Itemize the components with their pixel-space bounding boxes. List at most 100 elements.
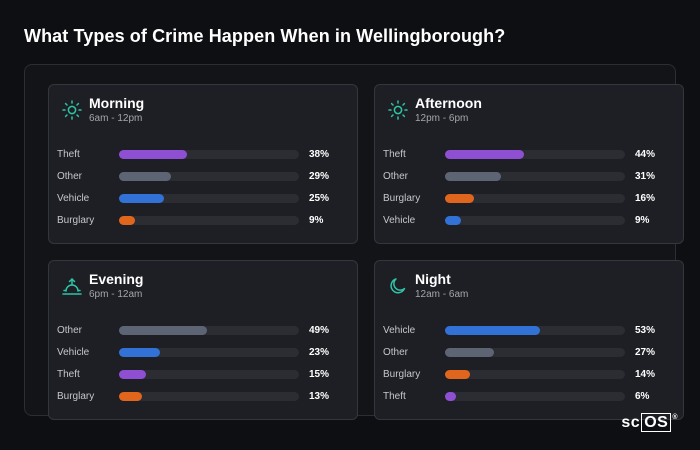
bar-value: 29%	[309, 171, 330, 182]
bar-value: 14%	[635, 369, 656, 380]
bar-label: Theft	[383, 391, 406, 402]
panel-title: Night	[415, 271, 451, 287]
panel-time-range: 12am - 6am	[415, 289, 469, 300]
bar-fill	[119, 348, 160, 357]
bar-value: 49%	[309, 325, 330, 336]
moon-icon	[390, 278, 406, 294]
bar-track	[119, 172, 299, 181]
bar-fill	[119, 194, 164, 203]
bar-track	[119, 348, 299, 357]
bar-fill	[445, 326, 540, 335]
bar-track	[445, 150, 625, 159]
bar-fill	[119, 326, 207, 335]
panel-title: Evening	[89, 271, 144, 287]
bar-fill	[119, 392, 142, 401]
bar-fill	[445, 392, 456, 401]
bar-track	[445, 348, 625, 357]
bar-fill	[445, 194, 474, 203]
bar-row-other: Other 49%	[57, 323, 347, 345]
panel-title: Morning	[89, 95, 145, 111]
bar-row-vehicle: Vehicle 53%	[383, 323, 673, 345]
bar-label: Burglary	[57, 215, 95, 226]
bar-row-theft: Theft 44%	[383, 147, 673, 169]
bar-rows: Other 49% Vehicle 23% Theft 15% Burglary 13%	[57, 323, 347, 411]
bar-row-theft: Theft 6%	[383, 389, 673, 411]
panel-afternoon: Afternoon 12pm - 6pm Theft 44% Other 31% Bur…	[374, 84, 684, 244]
bar-track	[119, 216, 299, 225]
bar-value: 25%	[309, 193, 330, 204]
panel-morning: Morning 6am - 12pm Theft 38% Other 29% Vehic…	[48, 84, 358, 244]
bar-track	[119, 150, 299, 159]
bar-label: Vehicle	[57, 193, 90, 204]
bar-value: 44%	[635, 149, 656, 160]
bar-row-burglary: Burglary 14%	[383, 367, 673, 389]
bar-row-other: Other 27%	[383, 345, 673, 367]
bar-row-vehicle: Vehicle 25%	[57, 191, 347, 213]
bar-value: 6%	[635, 391, 650, 402]
bar-value: 9%	[635, 215, 650, 226]
bar-label: Vehicle	[383, 325, 416, 336]
bar-label: Other	[57, 325, 83, 336]
bar-label: Other	[383, 171, 409, 182]
panel-time-range: 6pm - 12am	[89, 289, 143, 300]
bar-track	[445, 194, 625, 203]
bar-label: Vehicle	[57, 347, 90, 358]
page-title: What Types of Crime Happen When in Welli…	[24, 26, 506, 46]
bar-track	[445, 172, 625, 181]
bar-label: Theft	[383, 149, 406, 160]
bar-row-theft: Theft 38%	[57, 147, 347, 169]
bar-track	[119, 392, 299, 401]
bar-track	[445, 326, 625, 335]
bar-label: Burglary	[383, 193, 421, 204]
bar-value: 9%	[309, 215, 324, 226]
bar-row-other: Other 31%	[383, 169, 673, 191]
bar-track	[119, 326, 299, 335]
bar-track	[445, 216, 625, 225]
bar-value: 16%	[635, 193, 656, 204]
bar-fill	[445, 150, 524, 159]
bar-label: Burglary	[57, 391, 95, 402]
bar-fill	[119, 370, 146, 379]
bar-label: Theft	[57, 369, 80, 380]
sun-icon	[62, 100, 82, 120]
panel-time-range: 6am - 12pm	[89, 113, 143, 124]
bar-row-other: Other 29%	[57, 169, 347, 191]
bar-row-burglary: Burglary 9%	[57, 213, 347, 235]
bar-rows: Vehicle 53% Other 27% Burglary 14% Theft 6%	[383, 323, 673, 411]
bar-label: Other	[383, 347, 409, 358]
bar-value: 23%	[309, 347, 330, 358]
panel-title: Afternoon	[415, 95, 482, 111]
panel-evening: Evening 6pm - 12am Other 49% Vehicle 23% The…	[48, 260, 358, 420]
panel-time-range: 12pm - 6pm	[415, 113, 469, 124]
bar-value: 27%	[635, 347, 656, 358]
bar-fill	[119, 216, 135, 225]
bar-rows: Theft 44% Other 31% Burglary 16% Vehicle 9%	[383, 147, 673, 235]
bar-track	[119, 194, 299, 203]
sunset-icon	[62, 277, 82, 295]
brand-mark: ®	[672, 414, 678, 421]
bar-row-vehicle: Vehicle 23%	[57, 345, 347, 367]
bar-fill	[119, 150, 187, 159]
bar-track	[445, 370, 625, 379]
brand-logo: sc OS ®	[621, 413, 678, 432]
bar-value: 31%	[635, 171, 656, 182]
bar-fill	[445, 216, 461, 225]
bar-fill	[445, 370, 470, 379]
bar-value: 53%	[635, 325, 656, 336]
bar-value: 13%	[309, 391, 330, 402]
bar-label: Theft	[57, 149, 80, 160]
bar-track	[445, 392, 625, 401]
bar-label: Burglary	[383, 369, 421, 380]
panel-night: Night 12am - 6am Vehicle 53% Other 27% Burgl…	[374, 260, 684, 420]
sun-icon	[388, 100, 408, 120]
bar-fill	[445, 172, 501, 181]
brand-boxed: OS	[641, 413, 672, 432]
bar-row-burglary: Burglary 16%	[383, 191, 673, 213]
bar-fill	[119, 172, 171, 181]
bar-value: 15%	[309, 369, 330, 380]
bar-rows: Theft 38% Other 29% Vehicle 25% Burglary 9%	[57, 147, 347, 235]
bar-row-vehicle: Vehicle 9%	[383, 213, 673, 235]
bar-label: Other	[57, 171, 83, 182]
bar-value: 38%	[309, 149, 330, 160]
bar-track	[119, 370, 299, 379]
